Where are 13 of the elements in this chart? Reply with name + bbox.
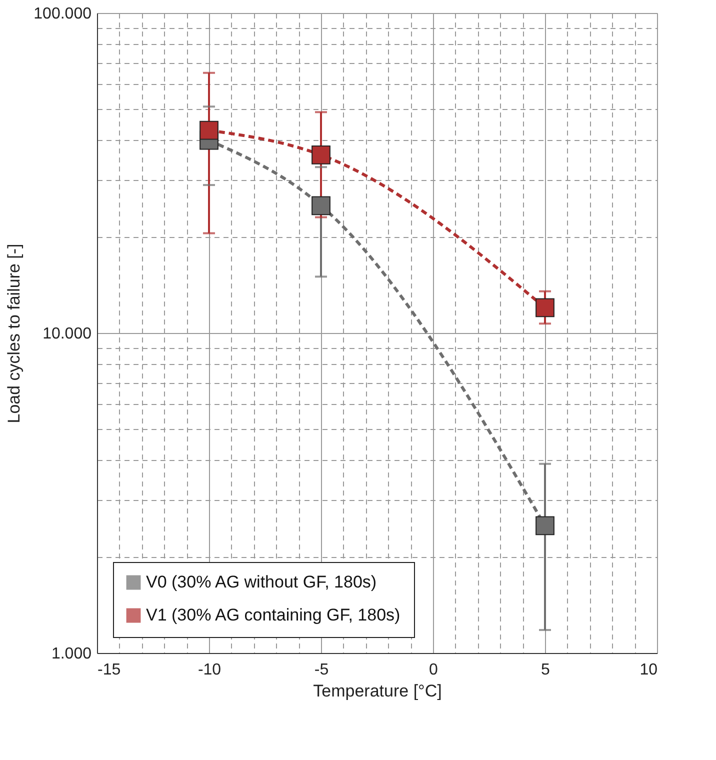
y-tick-label: 10.000 xyxy=(42,326,92,342)
x-tick-label: -15 xyxy=(98,662,121,678)
x-tick-label: 0 xyxy=(429,662,438,678)
legend-label: V0 (30% AG without GF, 180s) xyxy=(146,572,377,592)
y-axis-title: Load cycles to failure [-] xyxy=(4,244,24,424)
y-tick-label: 1.000 xyxy=(51,646,92,662)
x-axis-title: Temperature [°C] xyxy=(313,682,442,700)
x-tick-label: -10 xyxy=(198,662,222,678)
y-tick-label: 100.000 xyxy=(34,6,92,22)
x-tick-label: 5 xyxy=(541,662,550,678)
x-tick-label: 10 xyxy=(640,662,658,678)
legend-label: V1 (30% AG containing GF, 180s) xyxy=(146,606,400,624)
x-tick-label: -5 xyxy=(314,662,329,678)
